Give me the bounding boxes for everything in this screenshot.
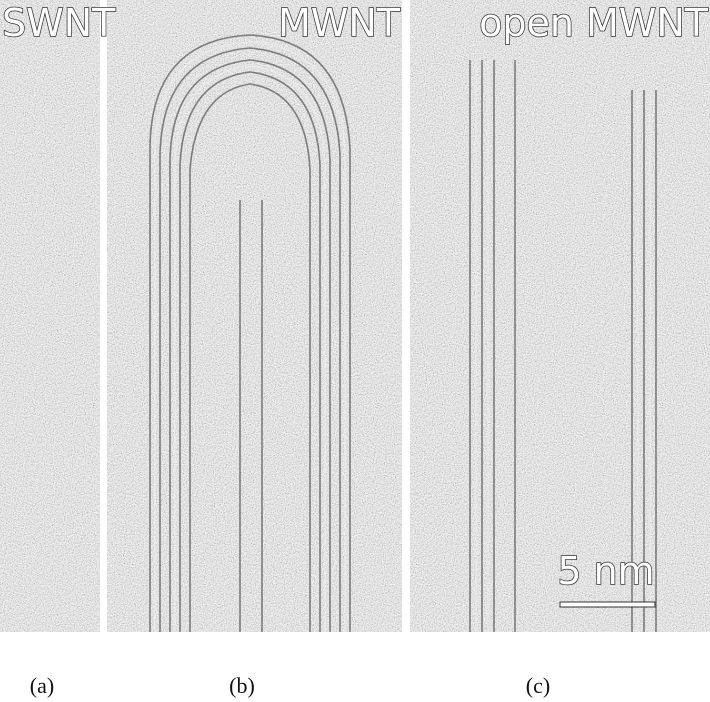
panel-caption: (a)	[30, 673, 54, 698]
nanotube-walls	[469, 60, 657, 632]
nanotube-walls	[149, 34, 351, 632]
scale-bar-label: 5 nm	[557, 549, 654, 593]
micrograph	[0, 0, 100, 632]
scale-bar	[559, 601, 656, 608]
panel-c	[410, 0, 710, 632]
panel-a	[0, 0, 100, 632]
panel-b	[107, 0, 402, 632]
micrograph	[410, 0, 710, 632]
panel-caption: (b)	[229, 673, 255, 698]
panel-caption: (c)	[526, 673, 550, 698]
panel-label: SWNT	[2, 1, 116, 45]
panel-label: open MWNT	[479, 1, 709, 45]
panel-label: MWNT	[278, 1, 401, 45]
micrograph	[107, 0, 402, 632]
